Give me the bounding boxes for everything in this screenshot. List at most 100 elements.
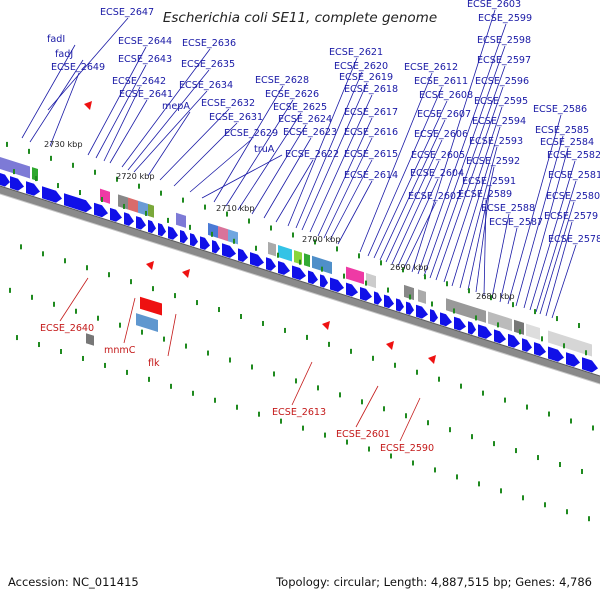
reverse-gene-marker — [146, 261, 154, 270]
scale-tick — [438, 376, 440, 382]
scale-tick — [6, 141, 8, 147]
scale-tick — [383, 406, 385, 412]
scale-tick — [204, 204, 206, 210]
scale-tick — [75, 308, 77, 314]
scale-tick — [482, 390, 484, 396]
scale-tick — [559, 462, 561, 468]
forward-gene-label: ECSE_2591 — [462, 176, 516, 187]
scale-tick-label: 2730 kbp — [44, 139, 83, 149]
forward-gene-arrow — [42, 186, 62, 203]
scale-tick — [368, 446, 370, 452]
forward-gene-arrow — [168, 226, 178, 240]
scale-tick — [387, 287, 389, 293]
reverse-gene-label: mnmC — [104, 345, 136, 356]
scale-tick — [592, 425, 594, 431]
scale-tick — [460, 383, 462, 389]
scale-tick — [192, 390, 194, 396]
label-leader-line — [411, 9, 496, 273]
scale-tick — [226, 211, 228, 217]
scale-tick — [446, 281, 448, 287]
forward-gene-label: ECSE_2614 — [344, 170, 398, 181]
forward-gene-arrow — [534, 342, 546, 356]
forward-gene-label: ECSE_2599 — [478, 13, 532, 24]
scale-tick — [339, 392, 341, 398]
forward-gene-arrow — [330, 277, 344, 293]
scale-tick — [544, 502, 546, 508]
forward-gene-label: ECSE_2597 — [477, 55, 531, 66]
feature-block — [346, 266, 364, 285]
label-leader-line — [29, 59, 84, 143]
feature-block — [418, 289, 426, 304]
scale-tick — [365, 280, 367, 286]
forward-gene-label: ECSE_2585 — [535, 125, 589, 136]
scale-tick — [284, 327, 286, 333]
forward-gene-label: ECSE_2616 — [344, 127, 398, 138]
label-leader-line — [21, 44, 76, 139]
scale-tick — [314, 239, 316, 245]
label-leader-line — [399, 397, 421, 442]
forward-gene-label: ECSE_2593 — [469, 136, 523, 147]
forward-gene-label: ECSE_2622 — [285, 149, 339, 160]
scale-tick — [174, 293, 176, 299]
reverse-gene-marker — [322, 321, 330, 330]
scale-tick — [82, 355, 84, 361]
scale-tick — [548, 411, 550, 417]
scale-tick — [167, 217, 169, 223]
reverse-gene-label: ECSE_2590 — [380, 443, 434, 454]
reverse-gene-marker — [140, 296, 162, 316]
label-leader-line — [491, 213, 510, 299]
forward-gene-label: ECSE_2649 — [51, 62, 105, 73]
forward-gene-label: ECSE_2586 — [533, 104, 587, 115]
forward-gene-arrow — [26, 181, 40, 196]
label-leader-line — [121, 48, 211, 168]
reverse-gene-marker — [428, 355, 436, 364]
forward-gene-arrow — [346, 282, 358, 297]
scale-tick — [240, 314, 242, 319]
label-leader-line — [133, 90, 208, 173]
forward-gene-arrow — [374, 291, 382, 305]
reverse-gene-label: ECSE_2613 — [272, 407, 326, 418]
forward-gene-label: ECSE_2617 — [344, 107, 398, 118]
reverse-gene-marker — [182, 269, 190, 278]
forward-gene-arrow — [0, 173, 10, 187]
scale-tick — [35, 176, 37, 182]
scale-tick — [317, 385, 319, 391]
scale-tick — [299, 259, 301, 265]
scale-tick — [409, 294, 411, 300]
label-leader-line — [329, 159, 373, 241]
forward-gene-label: ECSE_2611 — [414, 76, 468, 87]
forward-gene-label: ECSE_2632 — [201, 98, 255, 109]
feature-block — [0, 157, 30, 179]
scale-tick — [20, 244, 22, 250]
scale-tick — [449, 427, 451, 433]
forward-gene-label: ECSE_2606 — [414, 129, 468, 140]
scale-tick — [372, 355, 374, 361]
scale-tick — [490, 295, 492, 301]
label-leader-line — [551, 244, 577, 319]
label-leader-line — [225, 99, 294, 207]
reverse-feature-block — [136, 313, 158, 333]
forward-gene-label: ECSE_2580 — [546, 191, 600, 202]
scale-tick — [578, 323, 580, 329]
scale-tick — [380, 260, 382, 266]
forward-gene-label: ECSE_2607 — [417, 109, 471, 120]
forward-gene-arrow — [478, 324, 492, 339]
scale-tick — [361, 399, 363, 405]
label-leader-line — [499, 227, 518, 303]
scale-tick — [504, 397, 506, 403]
scale-tick — [390, 453, 392, 459]
scale-tick-label: 2690 kbp — [390, 262, 429, 272]
scale-tick — [185, 343, 187, 349]
forward-gene-label: ECSE_2618 — [344, 84, 398, 95]
forward-gene-arrow — [566, 352, 580, 367]
label-leader-line — [147, 111, 191, 177]
forward-gene-label: ECSE_2620 — [334, 61, 388, 72]
label-leader-line — [423, 45, 506, 277]
scale-tick — [468, 288, 470, 294]
scale-tick — [189, 224, 191, 230]
scale-tick — [566, 509, 568, 515]
scale-tick — [229, 357, 231, 363]
forward-gene-label: mepA — [162, 101, 190, 112]
label-leader-line — [355, 385, 379, 428]
forward-gene-label: ECSE_2578 — [548, 234, 600, 245]
